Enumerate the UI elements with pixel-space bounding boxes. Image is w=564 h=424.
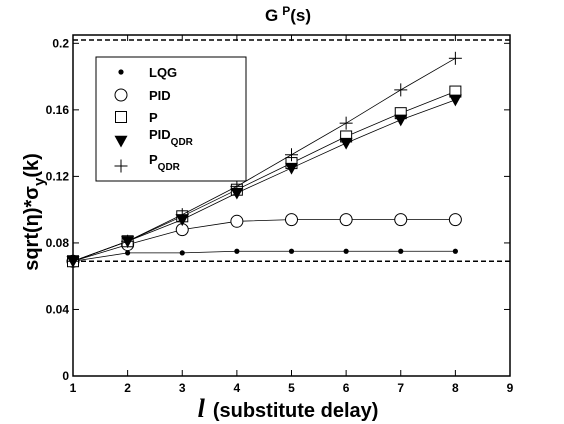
marker-dot xyxy=(125,250,131,256)
y-axis-title: sqrt(η)*σy(k) xyxy=(21,153,48,271)
series-layer xyxy=(66,51,462,268)
marker-triangle xyxy=(285,162,298,175)
series-line xyxy=(72,57,456,262)
marker-circle xyxy=(114,88,128,102)
x-tick-label: 4 xyxy=(234,381,241,395)
marker-dot xyxy=(343,248,349,254)
series-3 xyxy=(66,94,462,268)
marker-square xyxy=(115,111,127,123)
chart-title: G P(s) xyxy=(265,4,311,25)
legend-label: PID xyxy=(149,88,171,103)
marker-circle xyxy=(394,213,408,227)
marker-plus xyxy=(394,83,408,97)
series-line xyxy=(72,219,456,262)
x-tick-label: 3 xyxy=(179,381,186,395)
marker-circle xyxy=(448,213,462,227)
y-tick-label: 0.16 xyxy=(46,103,70,117)
legend-label: P xyxy=(149,110,158,125)
legend-label: LQG xyxy=(149,65,177,80)
marker-triangle xyxy=(114,135,128,148)
marker-dot xyxy=(452,248,458,254)
marker-triangle xyxy=(339,137,353,150)
series-line xyxy=(72,99,456,262)
x-axis-title: l (substitute delay) xyxy=(198,394,379,423)
x-tick-label: 7 xyxy=(397,381,404,395)
marker-circle xyxy=(339,213,353,227)
x-tick-label: 9 xyxy=(507,381,514,395)
marker-circle xyxy=(230,214,244,228)
marker-plus xyxy=(339,116,353,130)
y-tick-label: 0.2 xyxy=(52,36,69,50)
x-tick-label: 1 xyxy=(70,381,77,395)
x-tick-label: 5 xyxy=(288,381,295,395)
marker-plus xyxy=(285,148,298,162)
y-tick-label: 0 xyxy=(62,369,69,383)
series-line xyxy=(72,250,456,262)
y-tick-label: 0.04 xyxy=(46,302,70,316)
x-tick-label: 8 xyxy=(452,381,459,395)
marker-dot xyxy=(288,248,295,254)
marker-plus xyxy=(448,51,462,65)
series-4 xyxy=(66,51,462,268)
marker-triangle xyxy=(230,187,244,200)
x-tick-label: 2 xyxy=(124,381,131,395)
y-tick-label: 0.08 xyxy=(46,236,70,250)
marker-dot xyxy=(234,248,240,254)
marker-triangle xyxy=(448,94,462,107)
marker-plus xyxy=(121,234,135,248)
marker-circle xyxy=(285,213,298,227)
marker-dot xyxy=(179,250,185,256)
marker-plus xyxy=(114,159,128,173)
marker-triangle xyxy=(394,114,408,127)
marker-dot xyxy=(118,69,124,75)
y-tick-label: 0.12 xyxy=(46,169,70,183)
axes: 1 2 3 4 5 6 7 8 9 0 0.04 0.08 0.12 0.16 0.2 xyxy=(46,34,514,395)
reference-lines xyxy=(73,39,510,262)
x-tick-label: 6 xyxy=(343,381,350,395)
marker-plus xyxy=(175,208,189,222)
marker-dot xyxy=(398,248,404,254)
marker-plus xyxy=(230,179,244,193)
marker-plus xyxy=(66,254,80,268)
